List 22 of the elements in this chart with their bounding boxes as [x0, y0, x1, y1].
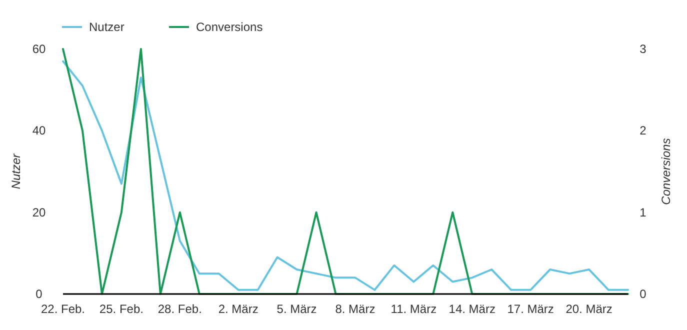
y2-tick-label: 3	[640, 42, 647, 56]
y-tick-label: 40	[32, 124, 46, 138]
y2-tick-label: 2	[640, 124, 647, 138]
y-tick-label: 0	[36, 287, 43, 301]
y2-axis-title: Conversions	[659, 138, 673, 205]
y-tick-label: 20	[32, 205, 46, 220]
x-tick-label: 11. März	[390, 302, 437, 316]
x-tick-label: 28. Feb.	[158, 302, 202, 316]
y2-tick-label: 1	[640, 205, 647, 220]
x-tick-label: 17. März	[507, 302, 554, 316]
y2-tick-label: 0	[640, 287, 647, 301]
x-tick-label: 2. März	[218, 302, 258, 316]
x-tick-label: 20. März	[566, 302, 612, 316]
x-tick-label: 14. März	[448, 302, 496, 316]
y-axis-title: Nutzer	[9, 152, 23, 190]
x-tick-label: 8. März	[335, 302, 376, 316]
x-tick-label: 5. März	[276, 302, 317, 316]
legend-label: Nutzer	[89, 20, 124, 34]
y-tick-label: 60	[32, 42, 46, 56]
legend-label: Conversions	[196, 20, 263, 34]
x-tick-label: 25. Feb.	[99, 302, 144, 316]
x-tick-label: 22. Feb.	[40, 302, 86, 316]
